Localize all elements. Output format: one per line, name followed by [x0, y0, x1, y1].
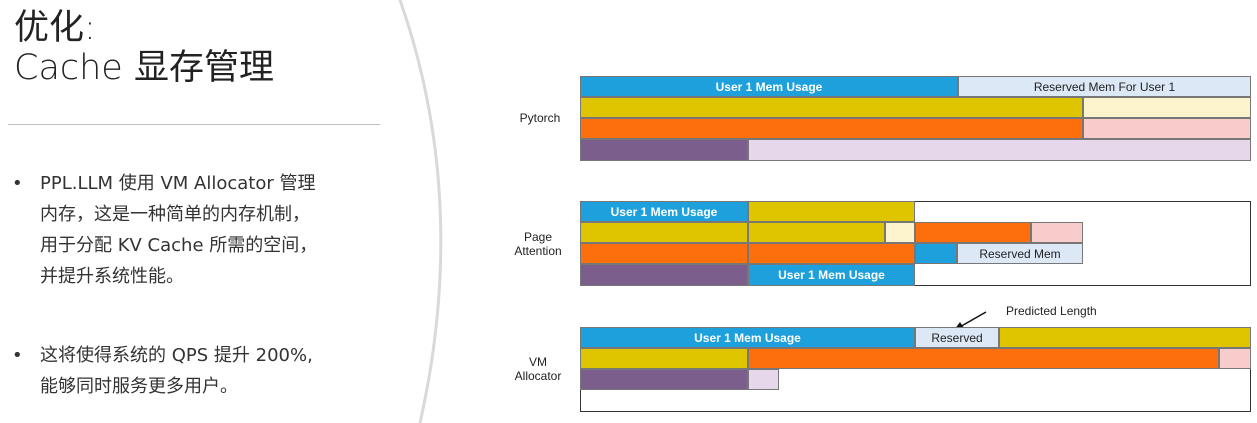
pa-orange-page [915, 222, 1031, 243]
pa-orange-page [580, 243, 748, 264]
pytorch-purple-reserved [748, 139, 1251, 161]
pytorch-user-mem: User 1 Mem Usage [580, 76, 958, 97]
vm-yellow-used [580, 348, 748, 369]
row-label-line: VM [529, 355, 547, 369]
title-divider [8, 124, 380, 125]
slide-title-line2: Cache 显存管理 [14, 48, 274, 88]
vm-purple-used [580, 369, 748, 390]
pytorch-yellow-used [580, 97, 1083, 118]
pa-user-mem-bottom: User 1 Mem Usage [748, 264, 915, 286]
vm-yellow-used [999, 327, 1251, 348]
vm-orange-used [748, 348, 1219, 369]
vm-user-mem: User 1 Mem Usage [580, 327, 915, 348]
vm-orange-reserved [1219, 348, 1251, 369]
pytorch-orange-used [580, 118, 1083, 139]
pa-user-mem-top: User 1 Mem Usage [580, 201, 748, 222]
slide-title-line1: 优化: [14, 8, 96, 48]
pa-yellow-reserved [885, 222, 915, 243]
pa-yellow-page [748, 201, 915, 222]
bullet-line: 并提升系统性能。 [40, 266, 184, 287]
pytorch-yellow-reserved [1083, 97, 1251, 118]
pa-orange-reserved [1031, 222, 1083, 243]
pa-yellow-page [580, 222, 748, 243]
row-label-line: Attention [514, 244, 562, 258]
pa-orange-page [748, 243, 915, 264]
pa-blue-page [915, 243, 957, 264]
row-label-vm-allocator: VM Allocator [504, 355, 572, 383]
bullet-line: 这将使得系统的 QPS 提升 200%, [40, 345, 313, 366]
pytorch-purple-used [580, 139, 748, 161]
predicted-length-annotation: Predicted Length [1006, 304, 1097, 318]
row-label-line: Allocator [514, 369, 562, 383]
pa-purple-page [580, 264, 748, 286]
row-label-pytorch: Pytorch [519, 111, 561, 125]
vm-purple-reserved [748, 369, 779, 390]
bullet-line: 能够同时服务更多用户。 [40, 376, 238, 397]
bullet-dot-icon: • [12, 173, 23, 194]
text-panel: 优化: Cache 显存管理 • PPL.LLM 使用 VM Allocator… [0, 0, 440, 423]
bullet-line: 内存，这是一种简单的内存机制， [40, 204, 310, 225]
row-label-line: Page [523, 230, 553, 244]
pytorch-orange-reserved [1083, 118, 1251, 139]
bullet-line: 用于分配 KV Cache 所需的空间， [40, 235, 318, 256]
bullet-item: • PPL.LLM 使用 VM Allocator 管理 内存，这是一种简单的内… [12, 168, 372, 292]
decorative-arc [398, 0, 443, 423]
bullet-item: • 这将使得系统的 QPS 提升 200%, 能够同时服务更多用户。 [12, 340, 372, 402]
pa-yellow-page [748, 222, 885, 243]
row-label-page-attention: Page Attention [500, 230, 576, 258]
pa-reserved-mem: Reserved Mem [957, 243, 1083, 264]
bullet-line: PPL.LLM 使用 VM Allocator 管理 [40, 173, 316, 194]
bullet-dot-icon: • [12, 345, 23, 366]
pytorch-reserved-mem: Reserved Mem For User 1 [958, 76, 1251, 97]
vm-reserved: Reserved [915, 327, 999, 348]
